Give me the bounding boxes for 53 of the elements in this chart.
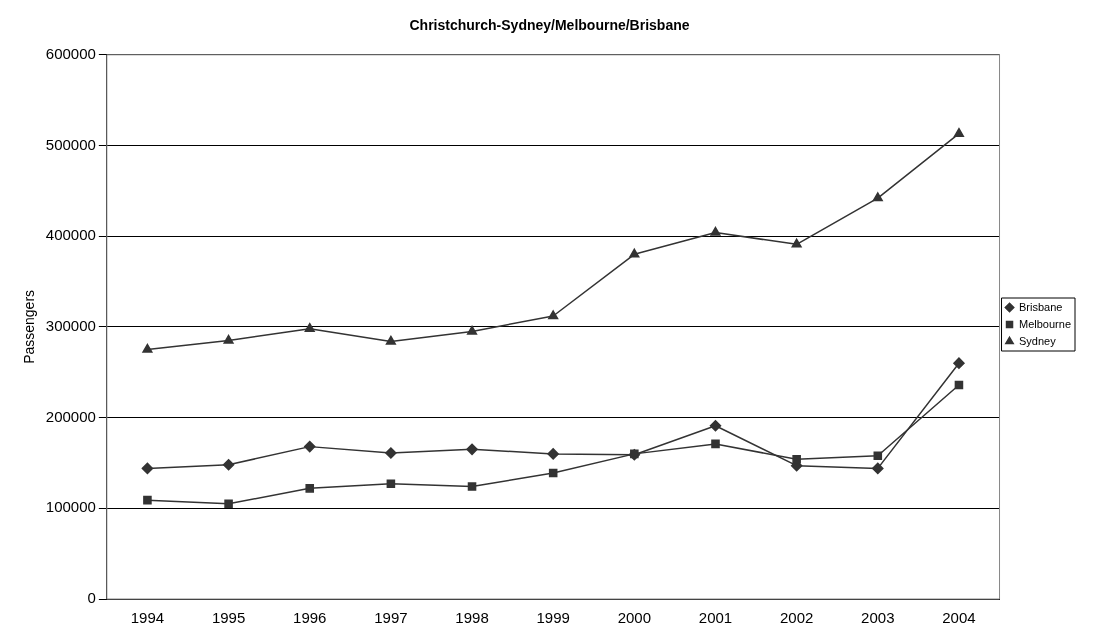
point <box>305 484 315 493</box>
point <box>873 451 883 460</box>
point <box>224 499 233 509</box>
y-tick-label: 500000 <box>45 135 96 153</box>
legend-label: Melbourne <box>1019 317 1072 330</box>
point <box>142 343 153 353</box>
legend-label: Brisbane <box>1019 300 1063 313</box>
point <box>710 226 721 236</box>
x-tick-label: 2002 <box>779 609 814 627</box>
point <box>792 455 801 464</box>
point <box>547 448 559 460</box>
point <box>548 468 558 478</box>
x-tick-label: 1998 <box>455 609 489 627</box>
point <box>872 192 883 202</box>
point <box>385 335 396 345</box>
x-tick-label: 2004 <box>942 609 976 627</box>
x-tick-label: 1995 <box>211 609 246 627</box>
x-tick-label: 2003 <box>861 609 895 627</box>
x-tick-label: 1996 <box>293 609 327 627</box>
point <box>467 482 477 491</box>
point <box>222 459 235 471</box>
y-tick-label: 200000 <box>45 407 96 425</box>
point <box>223 334 234 344</box>
point <box>953 127 965 137</box>
point <box>629 248 640 258</box>
point <box>548 310 559 320</box>
y-axis-title: Passengers <box>21 289 38 364</box>
x-tick-label: 1997 <box>374 609 408 627</box>
x-tick-label: 1999 <box>536 609 570 627</box>
y-tick-label: 100000 <box>45 498 96 516</box>
x-tick-label: 1994 <box>130 609 165 627</box>
y-tick-label: 400000 <box>45 226 96 244</box>
point <box>141 462 154 475</box>
point <box>791 238 802 248</box>
point <box>304 322 315 332</box>
point <box>953 357 965 369</box>
point <box>466 443 478 456</box>
point <box>303 440 316 453</box>
point <box>385 447 397 459</box>
y-tick-label: 0 <box>87 589 96 607</box>
point <box>143 495 152 505</box>
y-tick-label: 300000 <box>45 317 96 335</box>
point <box>466 325 478 335</box>
legend-label: Sydney <box>1019 334 1057 347</box>
x-tick-label: 2000 <box>617 609 652 627</box>
point <box>709 420 722 432</box>
point <box>386 479 396 489</box>
point <box>954 380 964 390</box>
x-tick-label: 2001 <box>698 609 733 627</box>
y-tick-label: 600000 <box>45 44 96 62</box>
point <box>711 439 720 449</box>
point <box>872 462 884 475</box>
chart-title: Christchurch-Sydney/Melbourne/Brisbane <box>409 17 690 34</box>
